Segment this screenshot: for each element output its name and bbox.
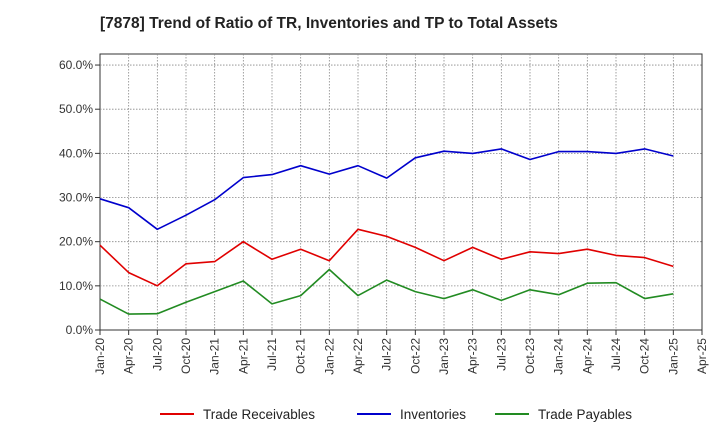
legend-label: Inventories <box>400 407 466 422</box>
legend-label: Trade Payables <box>538 407 632 422</box>
y-tick-label: 10.0% <box>59 279 93 293</box>
plot-area <box>99 53 703 331</box>
y-tick-label: 50.0% <box>59 102 93 116</box>
y-tick-label: 20.0% <box>59 235 93 249</box>
x-tick-label: Jul-22 <box>380 338 394 371</box>
legend: Trade Receivables Inventories Trade Payabl… <box>160 407 632 422</box>
x-tick-label: Jan-20 <box>93 338 107 375</box>
x-tick-label: Jan-21 <box>208 338 222 375</box>
x-tick-label: Oct-23 <box>523 338 537 374</box>
x-tick-label: Jan-25 <box>666 338 680 375</box>
plot-border <box>99 53 703 331</box>
axes: 0.0% 10.0% 20.0% 30.0% 40.0% 50.0% 60.0% Jan-20… <box>59 58 709 375</box>
y-tick-label: 30.0% <box>59 191 93 205</box>
x-tick-label: Oct-20 <box>179 338 193 374</box>
x-tick-label: Jan-24 <box>552 338 566 375</box>
x-tick-label: Jul-20 <box>150 338 164 371</box>
x-tick-label: Jul-24 <box>609 338 623 371</box>
x-tick-label: Oct-24 <box>638 338 652 374</box>
y-tick-label: 60.0% <box>59 58 93 72</box>
series-lines <box>99 148 674 315</box>
x-tick-label: Apr-20 <box>122 338 136 374</box>
chart-title: [7878] Trend of Ratio of TR, Inventories… <box>100 15 558 32</box>
x-tick-label: Jan-23 <box>437 338 451 375</box>
legend-label: Trade Receivables <box>203 407 315 422</box>
x-tick-label: Apr-24 <box>580 338 594 374</box>
series-line-trade-payables <box>99 268 674 315</box>
x-tick-label: Jul-21 <box>265 338 279 371</box>
x-tick-label: Oct-21 <box>294 338 308 374</box>
series-line-trade-receivables <box>99 228 674 287</box>
gridlines <box>100 54 702 330</box>
x-tick-label: Apr-22 <box>351 338 365 374</box>
x-tick-label: Apr-25 <box>695 338 709 374</box>
y-tick-label: 0.0% <box>66 323 94 337</box>
y-tick-label: 40.0% <box>59 146 93 160</box>
x-tick-label: Apr-23 <box>466 338 480 374</box>
x-tick-label: Jan-22 <box>322 338 336 375</box>
x-tick-label: Jul-23 <box>494 338 508 371</box>
x-tick-label: Apr-21 <box>236 338 250 374</box>
x-tick-label: Oct-22 <box>408 338 422 374</box>
series-line-inventories <box>99 148 674 231</box>
